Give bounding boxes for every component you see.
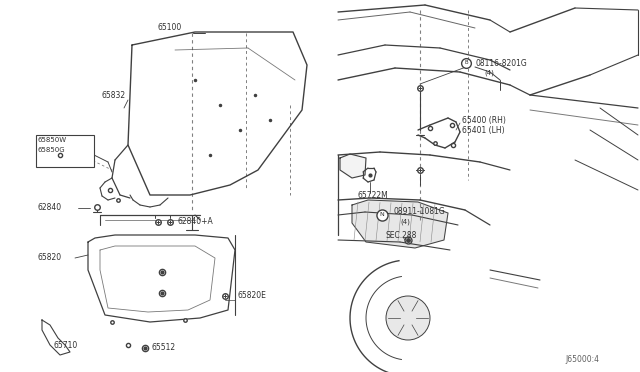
- Text: (4): (4): [484, 70, 494, 76]
- Text: J65000:4: J65000:4: [565, 356, 599, 365]
- Text: 65710: 65710: [53, 340, 77, 350]
- Text: 65401 (LH): 65401 (LH): [462, 125, 504, 135]
- Text: 65820: 65820: [38, 253, 62, 263]
- Text: 65100: 65100: [158, 22, 182, 32]
- Text: 62840+A: 62840+A: [178, 218, 214, 227]
- Text: 65512: 65512: [152, 343, 176, 352]
- Text: 62840: 62840: [38, 203, 62, 212]
- Text: 65850G: 65850G: [38, 147, 66, 153]
- Text: 08911-1081G: 08911-1081G: [393, 208, 445, 217]
- Polygon shape: [352, 200, 448, 248]
- Polygon shape: [340, 154, 366, 178]
- Circle shape: [386, 296, 430, 340]
- Text: SEC.288: SEC.288: [385, 231, 417, 240]
- Text: B: B: [464, 61, 468, 65]
- Text: 65722M: 65722M: [358, 192, 388, 201]
- Text: 08116-8201G: 08116-8201G: [476, 58, 528, 67]
- Text: 65832: 65832: [102, 92, 126, 100]
- Text: 65820E: 65820E: [237, 292, 266, 301]
- Text: 65400 (RH): 65400 (RH): [462, 115, 506, 125]
- Text: N: N: [380, 212, 385, 218]
- Text: (4): (4): [400, 219, 410, 225]
- Text: 65850W: 65850W: [38, 137, 67, 143]
- Bar: [36, 135, 94, 167]
